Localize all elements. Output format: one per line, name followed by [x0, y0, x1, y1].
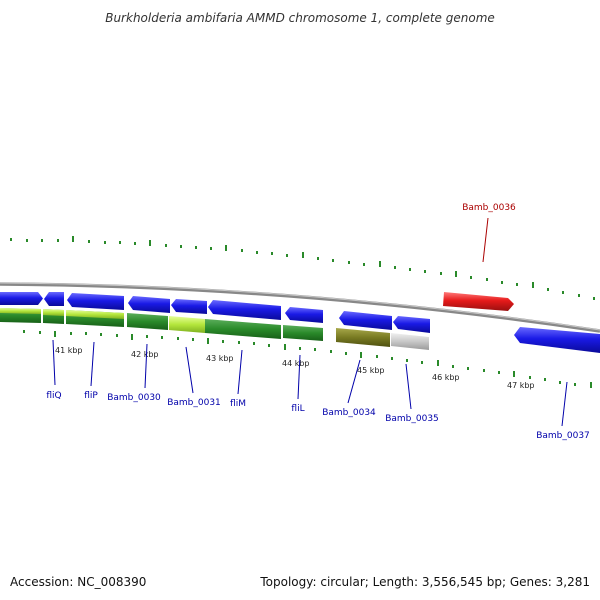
inner-tick-ring — [23, 330, 592, 388]
accession-text: Accession: NC_008390 — [10, 575, 146, 589]
gene-fliP[interactable] — [44, 292, 64, 306]
gene-Bamb-0035[interactable] — [339, 311, 392, 330]
gene-label-Bamb-0030[interactable]: Bamb_0030 — [107, 393, 161, 403]
scale-label-44: 44 kbp — [282, 359, 310, 368]
gene-Bamb-0035b[interactable] — [393, 316, 430, 333]
scale-label-47: 47 kbp — [507, 381, 535, 390]
scale-label-45: 45 kbp — [357, 366, 385, 375]
gene-label-fliL[interactable]: fliL — [291, 404, 304, 414]
gene-label-Bamb-0036[interactable]: Bamb_0036 — [462, 203, 516, 213]
gene-label-fliM[interactable]: fliM — [230, 399, 246, 409]
leader-lines — [52, 217, 568, 427]
map-title: Burkholderia ambifaria AMMD chromosome 1… — [105, 11, 495, 25]
gene-Bamb-0037[interactable] — [514, 327, 600, 353]
gene-Bamb-0030[interactable] — [67, 293, 124, 310]
scale-labels: 41 kbp 42 kbp 43 kbp 44 kbp 45 kbp 46 kb… — [55, 346, 535, 390]
gene-Bamb-0031[interactable] — [128, 296, 170, 313]
gene-label-fliQ[interactable]: fliQ — [46, 391, 61, 401]
gene-Bamb-0036[interactable] — [443, 292, 514, 311]
gene-label-Bamb-0034[interactable]: Bamb_0034 — [322, 408, 376, 418]
outer-tick-ring — [10, 236, 595, 300]
scale-label-42: 42 kbp — [131, 350, 159, 359]
gene-fliL[interactable] — [208, 300, 281, 320]
scale-label-46: 46 kbp — [432, 373, 460, 382]
gene-label-Bamb-0035[interactable]: Bamb_0035 — [385, 414, 439, 424]
gene-fliM[interactable] — [171, 299, 207, 314]
gene-label-fliP[interactable]: fliP — [84, 391, 98, 401]
gene-fliQ[interactable] — [0, 292, 43, 305]
gene-label-Bamb-0031[interactable]: Bamb_0031 — [167, 398, 221, 408]
scale-label-41: 41 kbp — [55, 346, 83, 355]
genome-backbone — [0, 282, 600, 333]
gene-Bamb-0034[interactable] — [285, 307, 323, 323]
gene-labels: fliQ fliP Bamb_0030 Bamb_0031 fliM fliL … — [46, 203, 589, 441]
scale-label-43: 43 kbp — [206, 354, 234, 363]
gene-label-Bamb-0037[interactable]: Bamb_0037 — [536, 431, 590, 441]
topology-text: Topology: circular; Length: 3,556,545 bp… — [259, 575, 590, 589]
feature-bars — [0, 308, 429, 350]
